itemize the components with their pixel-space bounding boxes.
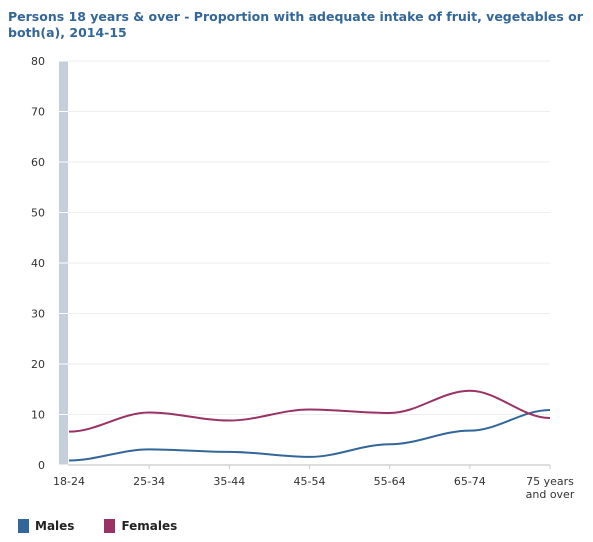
series-line-females xyxy=(68,389,551,433)
y-tick-label: 20 xyxy=(31,358,45,371)
y-tick-label: 50 xyxy=(31,207,45,220)
x-tick-label: 65-74 xyxy=(454,475,486,488)
x-tick-label: 25-34 xyxy=(133,475,165,488)
x-tick-label: 45-54 xyxy=(294,475,326,488)
series-line-males xyxy=(68,408,551,462)
line-chart: 0 10 20 30 40 50 60 70 80 18-24 25-34 35-44 45-54 55-… xyxy=(31,55,575,501)
y-tick-label: 30 xyxy=(31,308,45,321)
x-tick-label: 18-24 xyxy=(53,475,85,488)
y-tick-label: 0 xyxy=(38,459,45,472)
y-tick-label: 70 xyxy=(31,106,45,119)
chart-title: Persons 18 years & over - Proportion wit… xyxy=(8,9,583,40)
y-tick-label: 10 xyxy=(31,409,45,422)
x-tick-label: 35-44 xyxy=(213,475,245,488)
y-tick-label: 80 xyxy=(31,55,45,68)
legend-swatch-males xyxy=(18,519,29,533)
y-tick-label: 40 xyxy=(31,257,45,270)
legend-swatch-females xyxy=(104,519,116,533)
legend-label-males: Males xyxy=(35,519,75,533)
legend-item-females[interactable]: Females xyxy=(104,519,177,533)
legend: Males Females xyxy=(18,519,207,533)
x-tick-label: 75 years and over xyxy=(526,475,575,501)
legend-item-males[interactable]: Males xyxy=(18,519,74,533)
x-tick-label: 55-64 xyxy=(374,475,406,488)
y-tick-label: 60 xyxy=(31,156,45,169)
legend-label-females: Females xyxy=(121,519,178,533)
